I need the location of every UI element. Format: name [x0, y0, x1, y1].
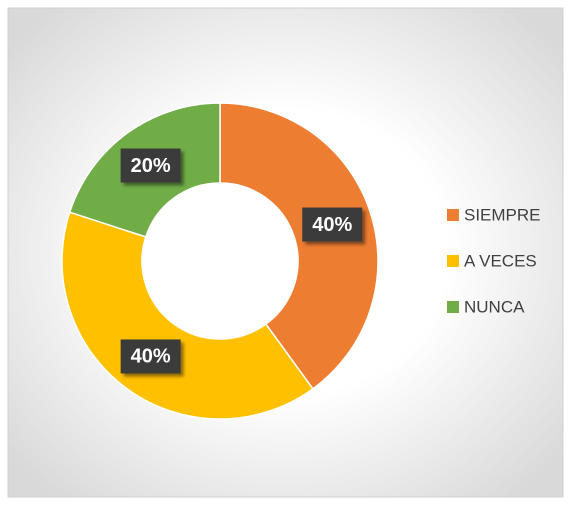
data-label-box [120, 339, 181, 374]
data-label-box [302, 207, 363, 242]
donut-slice [219, 102, 379, 390]
data-label: 40% [131, 346, 171, 368]
data-label-box [120, 148, 181, 183]
data-label: 40% [312, 214, 352, 236]
legend-swatch [447, 301, 459, 313]
legend-swatch [447, 209, 459, 221]
data-label: 20% [131, 155, 171, 177]
legend-label: A VECES [464, 251, 537, 270]
legend-label: NUNCA [464, 297, 525, 316]
legend-swatch [447, 255, 459, 267]
legend-label: SIEMPRE [464, 205, 541, 224]
